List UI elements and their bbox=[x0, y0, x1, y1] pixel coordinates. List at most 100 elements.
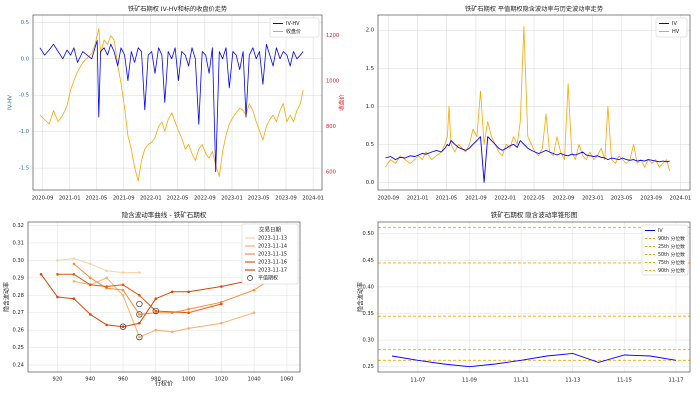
p4-x-tick-label: 11-07 bbox=[410, 378, 425, 384]
p1-y-label-left: IV-HV bbox=[8, 95, 14, 110]
p2-x-tick-label: 2023-05 bbox=[611, 196, 633, 202]
p1-x-tick-label: 2021-09 bbox=[113, 196, 135, 202]
p3-series-point bbox=[121, 288, 125, 292]
p1-y-tick-right: 1200 bbox=[326, 33, 339, 39]
p1-y-tick-left: -1.0 bbox=[19, 129, 29, 135]
p3-series-point bbox=[252, 288, 256, 292]
p3-legend-label: 2023-11-15 bbox=[258, 252, 287, 258]
p3-series-point bbox=[154, 309, 158, 313]
p1-y-tick-left: 0.0 bbox=[21, 56, 29, 62]
p3-series-point bbox=[105, 285, 108, 288]
p1-y-tick-right: 800 bbox=[326, 124, 336, 130]
p3-series-point bbox=[39, 273, 43, 276]
p3-series-point bbox=[154, 328, 158, 332]
p4-legend-label: 50th 分位数 bbox=[658, 251, 685, 258]
p3-y-tick-label: 0.28 bbox=[12, 293, 24, 299]
p2-x-tick-label: 2022-05 bbox=[523, 196, 545, 202]
p1-x-tick-label: 2023-05 bbox=[248, 196, 270, 202]
p3-frame bbox=[27, 221, 301, 373]
p1-y-label-right: 收盘价 bbox=[338, 94, 346, 111]
p3-legend-label: 2023-11-13 bbox=[258, 236, 287, 242]
p3-series-line bbox=[73, 277, 255, 338]
p4-legend-label: 25th 分位数 bbox=[658, 243, 685, 250]
p3-x-tick-label: 940 bbox=[85, 377, 95, 383]
p2-y-tick-label: 2.0 bbox=[366, 28, 374, 34]
p3-series-point bbox=[220, 302, 223, 306]
p3-series-point bbox=[56, 259, 59, 262]
p1-x-tick-label: 2020-09 bbox=[32, 196, 54, 202]
p1-x-tick-label: 2022-05 bbox=[167, 196, 189, 202]
p1-series-close-line bbox=[39, 28, 304, 182]
p4-x-tick-label: 11-13 bbox=[565, 378, 580, 384]
p3-y-tick-label: 0.29 bbox=[12, 275, 24, 281]
p4-x-tick-label: 11-11 bbox=[514, 378, 529, 384]
p4-y-label: 隐含波动率 bbox=[357, 282, 365, 312]
p4-y-tick-label: 0.30 bbox=[362, 338, 374, 344]
p3-series-point bbox=[138, 335, 141, 339]
p3-series-point bbox=[72, 257, 76, 260]
p1-x-tick-label: 2024-01 bbox=[302, 196, 324, 202]
p3-series-point bbox=[72, 297, 76, 301]
p3-series-line bbox=[57, 258, 140, 274]
p3-series-point bbox=[89, 283, 92, 287]
p1-legend bbox=[269, 17, 320, 38]
p4-title: 铁矿石期权 隐含波动率锥形图 bbox=[491, 210, 578, 219]
p3-legend-label: 2023-11-16 bbox=[258, 260, 287, 266]
p3-series-point bbox=[187, 327, 190, 330]
p1-x-tick-label: 2021-01 bbox=[59, 196, 81, 202]
p1-y-tick-left: -0.5 bbox=[19, 93, 29, 99]
p2-x-tick-label: 2024-01 bbox=[670, 196, 692, 202]
p4-x-tick-label: 11-15 bbox=[617, 378, 632, 384]
p3-series-point bbox=[89, 313, 92, 316]
p4-y-tick-label: 0.35 bbox=[362, 311, 374, 317]
p3-series-point bbox=[220, 285, 223, 288]
p3-legend-label: 平值期权 bbox=[258, 275, 278, 282]
p3-atm-marker bbox=[136, 333, 143, 341]
p3-y-tick-label: 0.32 bbox=[12, 223, 24, 229]
p3-legend bbox=[241, 223, 299, 285]
p3-series-point bbox=[220, 321, 223, 325]
p1-title: 铁矿石期权 IV-HV和标的收盘价走势 bbox=[128, 5, 227, 13]
p3-series-point bbox=[56, 295, 59, 299]
p4-legend-label: IV bbox=[658, 228, 663, 234]
p3-x-tick-label: 980 bbox=[151, 377, 161, 383]
p3-series-point bbox=[170, 330, 174, 334]
p3-title: 隐含波动率曲线 - 铁矿石期权 bbox=[122, 210, 207, 219]
p2-y-tick-label: 0.5 bbox=[366, 142, 374, 148]
p4-legend-label: 75th 分位数 bbox=[658, 259, 685, 266]
p3-atm-marker bbox=[136, 311, 143, 318]
p3-series-point bbox=[105, 323, 108, 327]
p3-x-tick-label: 1060 bbox=[280, 377, 293, 383]
p3-series-point bbox=[220, 300, 223, 304]
p2-x-tick-label: 2022-09 bbox=[553, 196, 575, 202]
p3-legend-title: 交易日期 bbox=[259, 226, 282, 234]
p2-legend-label: HV bbox=[672, 29, 680, 35]
p3-series-point bbox=[121, 271, 125, 274]
p3-series-point bbox=[121, 283, 125, 287]
p3-x-tick-label: 1000 bbox=[182, 377, 195, 383]
p3-series-point bbox=[138, 313, 141, 316]
p3-series-point bbox=[187, 311, 190, 315]
p3-y-tick-label: 0.27 bbox=[12, 310, 24, 316]
p3-y-tick-label: 0.26 bbox=[12, 328, 24, 334]
p3-atm-marker bbox=[152, 307, 159, 315]
p2-x-tick-label: 2023-09 bbox=[640, 196, 662, 202]
p1-x-tick-label: 2023-09 bbox=[275, 196, 297, 202]
p3-y-label: 隐含波动率 bbox=[3, 282, 11, 312]
p2-y-tick-label: 1.5 bbox=[366, 66, 374, 72]
p2-legend-label: IV bbox=[672, 21, 677, 27]
p3-legend-label: 2023-11-17 bbox=[258, 268, 287, 274]
p3-series-point bbox=[121, 325, 125, 329]
p4-y-tick-label: 0.45 bbox=[362, 258, 374, 264]
p3-legend-label: 2023-11-14 bbox=[258, 244, 287, 250]
p1-x-tick-label: 2023-01 bbox=[221, 196, 243, 202]
p3-series-point bbox=[72, 262, 76, 266]
p2-legend bbox=[655, 17, 688, 38]
p3-series-point bbox=[187, 290, 190, 294]
p3-series-point bbox=[105, 287, 108, 290]
p3-series-point bbox=[154, 297, 158, 301]
p4-y-tick-label: 0.25 bbox=[362, 364, 374, 370]
p2-series-hv-line bbox=[385, 25, 670, 172]
p2-y-tick-label: 1.0 bbox=[366, 104, 374, 110]
